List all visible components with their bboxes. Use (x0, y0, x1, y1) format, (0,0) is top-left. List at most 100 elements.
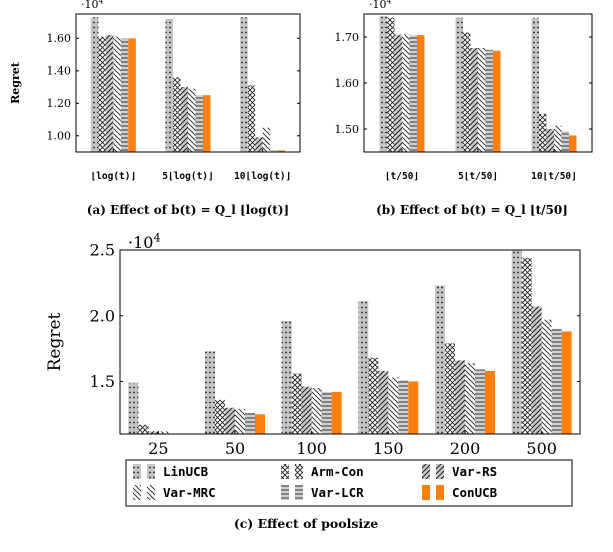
axis-multiplier: ·104 (128, 232, 161, 252)
y-tick-label: 1.70 (335, 31, 360, 44)
legend-label: Var-RS (452, 464, 497, 479)
bar-linucb-4 (358, 301, 369, 434)
bar-linucb-3 (240, 17, 248, 152)
chart-panel-3: 1.5 2.0 2.5 25 50 100 150 200 500 ·104 Regret (c) E… (45, 232, 581, 531)
legend: LinUCB Arm-Con Var-RS Var-MRC Var-LCR ConUCB (125, 459, 573, 507)
bar-arm-con-2 (463, 32, 471, 152)
plot-frame (119, 249, 581, 435)
legend-swatch (436, 464, 444, 479)
caption: (a) Effect of b(t) = Q_l ⌊log(t)⌋ (87, 203, 289, 218)
y-tick-label: 1.00 (47, 130, 72, 143)
bar-var-lcr-2 (485, 49, 493, 152)
x-tick-label: ⌊t/50⌋ (385, 171, 419, 182)
bar-var-rs-2 (180, 87, 188, 152)
bar-conucb-3 (569, 135, 577, 152)
bar-var-lcr-1 (409, 35, 417, 152)
bar-linucb-1 (379, 16, 387, 152)
legend-label: Var-LCR (311, 485, 364, 500)
bar-var-mrc-2 (478, 48, 486, 152)
bar-var-rs-2 (470, 48, 478, 152)
x-tick-label: 150 (373, 439, 404, 458)
legend-swatch (295, 464, 303, 479)
bar-var-mrc-3 (262, 127, 271, 152)
bar-var-lcr-2 (245, 412, 255, 434)
bar-arm-con-5 (445, 343, 455, 434)
legend-swatch (422, 485, 430, 500)
bar-var-rs-3 (546, 129, 554, 152)
x-tick-label: 5⌊t/50⌋ (458, 171, 498, 182)
x-tick-label: 100 (296, 439, 327, 458)
legend-swatch (281, 464, 289, 479)
x-tick-label: 10⌊log(t)⌋ (234, 171, 291, 182)
legend-swatch (147, 485, 155, 500)
bar-conucb-2 (203, 95, 211, 152)
x-tick-label: ⌊log(t)⌋ (90, 171, 136, 182)
x-tick-label: 10⌊t/50⌋ (531, 171, 577, 182)
bar-arm-con-2 (173, 77, 181, 152)
y-tick-label: 1.40 (47, 65, 72, 78)
y-tick-label: 1.5 (90, 372, 115, 391)
bar-var-mrc-1 (158, 431, 169, 434)
legend-swatch (422, 464, 430, 479)
bar-var-mrc-3 (311, 388, 322, 434)
legend-swatch (295, 485, 303, 500)
y-axis-label: Regret (9, 61, 22, 104)
y-tick-label: 2.0 (90, 306, 115, 325)
bar-conucb-3 (277, 150, 286, 152)
bar-arm-con-3 (247, 85, 256, 152)
x-tick-label: 25 (148, 439, 168, 458)
bar-conucb-3 (331, 391, 342, 434)
bar-linucb-6 (511, 250, 522, 434)
bar-var-mrc-1 (113, 36, 121, 153)
bar-conucb-5 (485, 370, 495, 434)
bar-var-mrc-2 (235, 409, 245, 434)
bar-linucb-5 (435, 285, 445, 434)
bar-linucb-1 (128, 382, 139, 434)
bar-conucb-1 (417, 35, 425, 152)
bar-var-mrc-4 (388, 377, 399, 434)
bar-var-mrc-1 (402, 34, 410, 152)
bar-var-lcr-3 (270, 150, 278, 152)
legend-label: Arm-Con (311, 464, 364, 479)
y-tick-label: 1.60 (47, 32, 72, 45)
bar-arm-con-3 (291, 373, 302, 434)
chart-panel-1: 1.00 1.20 1.40 1.60 ⌊log(t)⌋ 5⌊log(t)⌋ 10⌊log(… (9, 0, 301, 218)
bar-var-rs-3 (301, 386, 312, 434)
bar-linucb-2 (205, 351, 215, 434)
bar-var-rs-5 (455, 360, 465, 434)
legend-label: Var-MRC (163, 485, 216, 500)
bar-arm-con-2 (215, 399, 225, 434)
bar-arm-con-6 (521, 257, 532, 434)
legend-swatch (147, 464, 155, 479)
caption: (b) Effect of b(t) = Q_l ⌊t/50⌋ (376, 203, 568, 218)
bar-conucb-1 (128, 38, 136, 152)
bar-var-lcr-6 (551, 328, 562, 434)
bar-var-mrc-6 (541, 319, 552, 434)
axis-multiplier: ·104 (369, 0, 392, 11)
bar-var-lcr-4 (398, 380, 409, 434)
y-tick-label: 1.60 (335, 77, 360, 90)
y-axis-label: Regret (45, 312, 65, 371)
bar-var-rs-1 (105, 35, 114, 152)
bar-arm-con-1 (138, 424, 149, 434)
chart-panel-2: 1.50 1.60 1.70 ⌊t/50⌋ 5⌊t/50⌋ 10⌊t/50⌋ ·104 (b)… (335, 0, 593, 218)
bar-var-rs-1 (394, 34, 402, 153)
bar-conucb-4 (408, 381, 419, 434)
bar-linucb-2 (165, 18, 173, 153)
legend-label: LinUCB (163, 464, 209, 479)
y-tick-label: 1.50 (335, 123, 360, 136)
bar-var-lcr-2 (195, 95, 203, 152)
bar-linucb-2 (455, 17, 463, 153)
bar-var-mrc-2 (188, 88, 196, 152)
y-tick-label: 1.20 (47, 97, 72, 110)
bar-var-rs-6 (531, 306, 542, 434)
legend-swatch (436, 485, 444, 500)
bar-var-rs-2 (225, 407, 235, 434)
axis-multiplier: ·104 (81, 0, 104, 11)
legend-label: ConUCB (452, 485, 498, 500)
bar-var-rs-4 (378, 370, 389, 434)
x-tick-label: 5⌊log(t)⌋ (162, 171, 213, 182)
legend-swatch (281, 485, 289, 500)
bar-var-mrc-3 (554, 125, 562, 152)
